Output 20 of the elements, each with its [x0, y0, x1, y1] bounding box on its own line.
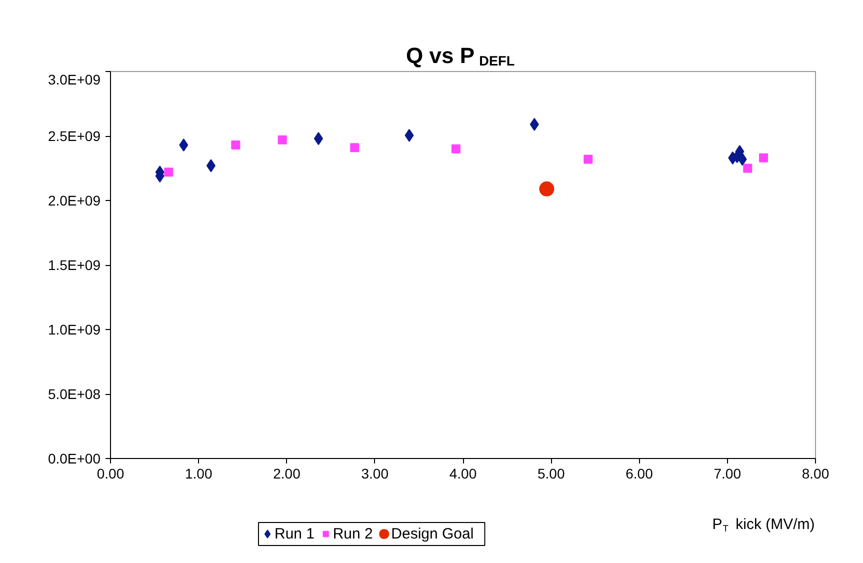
x-tick-label: 0.00: [96, 466, 124, 482]
legend-label: Run 2: [332, 526, 373, 542]
y-tick-label: 2.5E+09: [48, 128, 101, 144]
x-tick-label: 6.00: [626, 466, 654, 482]
x-axis-title: PT kick (MV/m): [712, 516, 815, 534]
x-tick-label: 3.00: [361, 466, 389, 482]
y-tick-label: 1.5E+09: [48, 257, 101, 273]
legend-label: Design Goal: [391, 526, 474, 542]
x-tick-label: 2.00: [273, 466, 301, 482]
y-tick-label: 3.0E+09: [48, 72, 101, 88]
x-tick-label: 1.00: [185, 466, 212, 482]
x-tick-label: 5.00: [538, 466, 565, 482]
x-tick-label: 8.00: [802, 466, 830, 482]
y-tick-label: 0.0E+00: [48, 450, 101, 466]
y-tick-label: 1.0E+09: [48, 322, 101, 338]
x-tick-label: 4.00: [449, 466, 477, 482]
legend-label: Run 1: [274, 526, 315, 542]
y-tick-label: 2.0E+09: [48, 192, 101, 208]
y-tick-label: 5.0E+08: [48, 386, 101, 402]
x-tick-label: 7.00: [714, 466, 742, 482]
